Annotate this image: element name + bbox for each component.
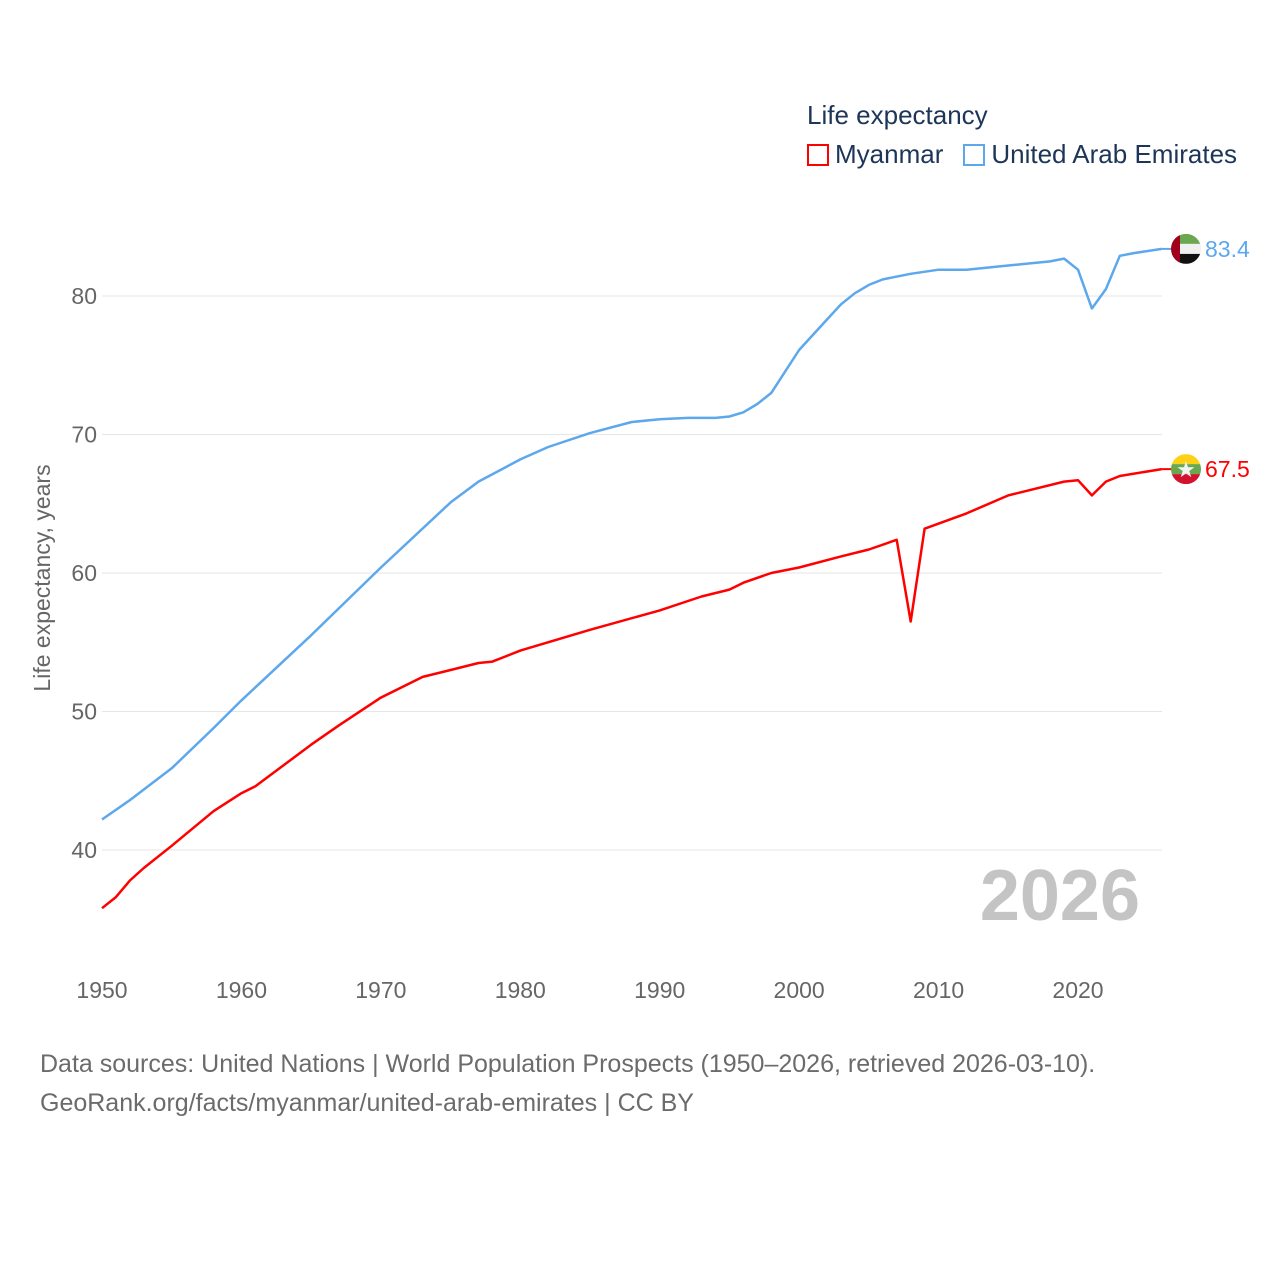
y-axis-label: Life expectancy, years: [29, 464, 55, 691]
y-tick-label: 40: [71, 837, 97, 863]
legend-swatch-uae: [963, 143, 986, 166]
x-tick-label: 1970: [355, 977, 406, 1003]
x-tick-label: 2010: [913, 977, 964, 1003]
year-label: 2026: [980, 856, 1140, 936]
x-tick-label: 1960: [216, 977, 267, 1003]
legend-item-uae[interactable]: United Arab Emirates: [963, 139, 1237, 170]
x-tick-label: 2020: [1052, 977, 1103, 1003]
x-tick-label: 2000: [774, 977, 825, 1003]
x-tick-label: 1980: [495, 977, 546, 1003]
legend-label: Myanmar: [835, 139, 944, 169]
x-tick-label: 1990: [634, 977, 685, 1003]
x-tick-label: 1950: [76, 977, 127, 1003]
myanmar-flag-icon: ★: [1171, 454, 1201, 485]
legend: Life expectancy Myanmar United Arab Emir…: [807, 100, 1257, 170]
uae-flag-icon: [1171, 233, 1201, 264]
legend-swatch-myanmar: [807, 143, 829, 166]
footer: Data sources: United Nations | World Pop…: [40, 1045, 1095, 1123]
svg-text:★: ★: [1176, 457, 1196, 482]
y-tick-label: 80: [71, 283, 97, 309]
legend-item-myanmar[interactable]: Myanmar: [807, 139, 943, 170]
source-note: Data sources: United Nations | World Pop…: [40, 1050, 1096, 1078]
legend-title: Life expectancy: [807, 100, 988, 130]
series-line-myanmar: [101, 467, 1162, 910]
legend-label: United Arab Emirates: [991, 139, 1238, 169]
y-tick-label: 70: [71, 422, 97, 448]
end-value-label: 67.5: [1205, 456, 1250, 482]
attribution-link[interactable]: GeoRank.org/facts/myanmar/united-arab-em…: [40, 1089, 694, 1117]
end-value-label: 83.4: [1205, 236, 1250, 262]
series-line-uae: [101, 247, 1162, 821]
y-tick-label: 50: [71, 699, 97, 725]
y-tick-label: 60: [71, 560, 97, 586]
